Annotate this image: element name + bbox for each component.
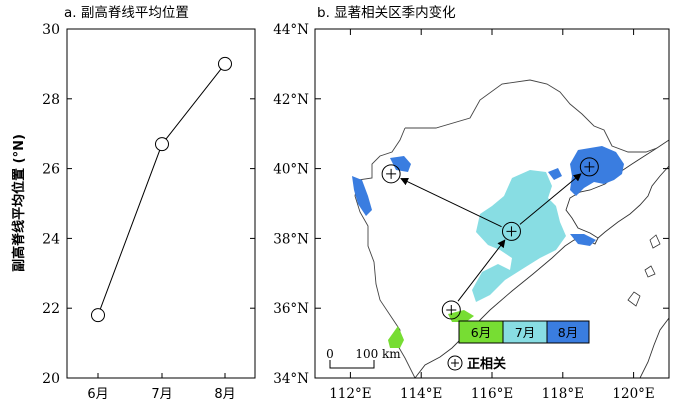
panel-a-y-tick-label: 26 xyxy=(42,162,60,178)
panel-a-y-tick-label: 20 xyxy=(42,371,60,387)
panel-b-x-tick-label: 112°E xyxy=(329,386,371,402)
scale-bar-label: 100 km xyxy=(355,347,401,361)
panel-b-title: b. 显著相关区季内变化 xyxy=(317,5,456,21)
scale-bar: 0 100 km xyxy=(326,347,401,369)
panel-b-y-tick-label: 36°N xyxy=(273,301,309,317)
panel-a-x-tick-label: 6月 xyxy=(87,387,108,402)
scale-bar-zero: 0 xyxy=(326,347,334,361)
panel-a-point-1 xyxy=(91,308,105,323)
panel-b-y-tick-label: 38°N xyxy=(273,231,309,247)
coastline-east xyxy=(639,317,669,378)
panel-b-y-tick-label: 44°N xyxy=(273,22,309,38)
center-circle-icon xyxy=(501,221,521,241)
center-circle-icon xyxy=(381,164,401,184)
correlation-center-4 xyxy=(381,164,401,184)
arrow-july-to-august-west xyxy=(400,177,502,228)
panel-b-y-tick-label: 34°N xyxy=(273,371,309,387)
correlation-centers xyxy=(381,157,599,320)
positive-correlation-label: 正相关 xyxy=(467,356,506,372)
legend-swatch-august xyxy=(546,320,590,344)
panel-a-x-tick-label: 7月 xyxy=(151,387,172,402)
panel-a-x-tick-label: 8月 xyxy=(214,387,235,402)
panel-a: a. 副高脊线平均位置 20 22 24 26 28 30 6月 7月 8月 副高脊线平均位置… xyxy=(11,4,256,402)
panel-a-x-axis: 6月 7月 8月 xyxy=(87,373,236,402)
center-plus-icon xyxy=(506,226,517,237)
panel-a-line xyxy=(97,63,226,316)
panel-b: b. 显著相关区季内变化 34°N 36°N 38°N 40°N 42°N 44°N xyxy=(273,5,670,402)
islands xyxy=(627,234,661,307)
panel-a-y-tick-label: 28 xyxy=(42,92,60,108)
panel-b-x-tick-label: 116°E xyxy=(471,386,513,402)
scale-bar-line xyxy=(329,360,375,369)
panel-a-y-tick-label: 22 xyxy=(42,301,60,317)
center-plus-icon xyxy=(446,304,457,315)
legend-label-august: 8月 xyxy=(558,325,578,340)
panel-b-y-axis: 34°N 36°N 38°N 40°N 42°N 44°N xyxy=(273,22,669,387)
panel-a-y-axis: 20 22 24 26 28 30 xyxy=(42,22,255,387)
panel-a-point-3 xyxy=(218,56,232,71)
panel-b-x-axis: 112°E 114°E 116°E 118°E 120°E xyxy=(329,29,655,402)
correlation-center-1 xyxy=(441,300,461,320)
legend-label-july: 7月 xyxy=(515,325,535,340)
center-plus-icon xyxy=(386,168,397,179)
correlation-center-3 xyxy=(579,157,599,177)
legend-label-june: 6月 xyxy=(471,325,491,340)
panel-a-y-tick-label: 24 xyxy=(42,231,60,247)
region-june-center xyxy=(448,310,474,322)
coastline-north xyxy=(597,165,669,239)
month-legend: 6月 7月 8月 xyxy=(458,320,590,344)
panel-a-point-2 xyxy=(155,137,169,152)
center-plus-icon xyxy=(584,161,595,172)
panel-b-y-tick-label: 42°N xyxy=(273,92,309,108)
correlation-center-2 xyxy=(501,221,521,241)
region-august-north xyxy=(390,156,411,172)
panel-b-x-tick-label: 120°E xyxy=(612,386,654,402)
region-august-west xyxy=(352,176,372,216)
region-august-small xyxy=(548,168,562,180)
panel-a-y-tick-label: 30 xyxy=(42,22,60,38)
panel-a-frame xyxy=(66,28,256,379)
region-august-coast xyxy=(570,234,596,246)
center-circle-icon xyxy=(579,157,599,177)
arrow-june-to-july xyxy=(457,239,506,302)
panel-a-series xyxy=(91,56,232,323)
panel-a-y-axis-label: 副高脊线平均位置 (°N) xyxy=(11,134,27,272)
panel-a-title: a. 副高脊线平均位置 xyxy=(64,4,189,21)
panel-b-x-tick-label: 118°E xyxy=(542,386,584,402)
region-outline xyxy=(354,79,658,378)
arrow-july-to-august xyxy=(519,173,582,225)
panel-b-x-tick-label: 114°E xyxy=(400,386,442,402)
center-circle-icon xyxy=(441,300,461,320)
region-june-west xyxy=(388,326,404,348)
panel-b-y-tick-label: 40°N xyxy=(273,162,309,178)
plus-icon xyxy=(451,359,459,367)
movement-arrows xyxy=(400,173,582,302)
positive-correlation-legend: 正相关 xyxy=(447,355,506,372)
